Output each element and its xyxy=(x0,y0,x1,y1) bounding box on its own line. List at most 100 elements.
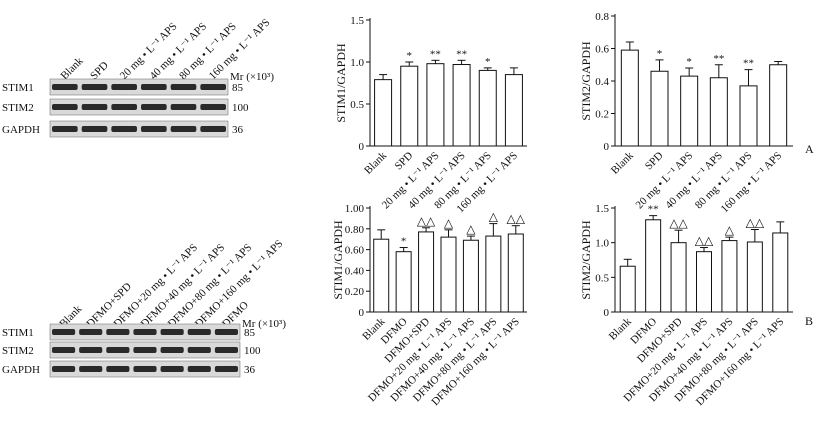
significance-mark: ** xyxy=(456,48,467,60)
y-tick-label: 1.00 xyxy=(345,203,365,215)
protein-band xyxy=(160,329,184,335)
protein-band xyxy=(160,366,184,372)
x-tick-label: SPD xyxy=(643,150,666,173)
bar xyxy=(478,69,497,147)
protein-band xyxy=(141,104,167,110)
x-tick-label: SPD xyxy=(393,150,416,173)
y-tick-label: 0 xyxy=(359,307,365,319)
molecular-weight: 36 xyxy=(232,124,244,136)
protein-band xyxy=(141,84,167,90)
protein-label: STIM2 xyxy=(2,345,34,357)
significance-mark: ** xyxy=(648,204,659,216)
bar xyxy=(374,79,393,147)
mr-label: Mr (×10³) xyxy=(242,318,286,330)
protein-band xyxy=(160,347,184,353)
y-tick-label: 0.5 xyxy=(350,99,364,111)
y-tick-label: 0.4 xyxy=(595,76,609,88)
protein-band xyxy=(133,329,157,335)
blot-strip xyxy=(49,98,229,116)
significance-mark: * xyxy=(407,50,413,62)
bar xyxy=(619,265,636,313)
molecular-weight: 100 xyxy=(244,345,261,357)
significance-mark: ** xyxy=(743,58,754,70)
bar xyxy=(680,75,699,147)
significance-mark: △ xyxy=(489,210,499,224)
significance-mark: △△ xyxy=(669,216,688,230)
protein-band xyxy=(111,104,137,110)
molecular-weight: 85 xyxy=(232,82,244,94)
protein-band xyxy=(81,104,108,110)
protein-band xyxy=(187,329,211,335)
y-tick-label: 1.0 xyxy=(595,238,609,250)
significance-mark: △ xyxy=(444,216,454,230)
significance-mark: * xyxy=(485,56,491,68)
protein-band xyxy=(106,329,130,335)
protein-band xyxy=(200,104,226,110)
bar xyxy=(462,239,479,313)
blot-strip xyxy=(49,78,229,96)
y-tick-label: 1.0 xyxy=(350,57,364,69)
blot-strip xyxy=(49,120,229,138)
protein-band xyxy=(106,347,130,353)
protein-label: STIM1 xyxy=(2,82,34,94)
bar xyxy=(721,240,738,313)
protein-band xyxy=(52,84,78,90)
protein-label: GAPDH xyxy=(2,124,40,136)
bar xyxy=(418,231,435,313)
bar xyxy=(769,64,788,147)
protein-band xyxy=(52,329,76,335)
y-tick-label: 0 xyxy=(604,141,610,153)
y-tick-label: 0.40 xyxy=(345,265,365,277)
molecular-weight: 85 xyxy=(244,327,256,339)
y-tick-label: 0.2 xyxy=(595,109,609,121)
protein-band xyxy=(187,347,211,353)
y-tick-label: 0.60 xyxy=(345,245,365,257)
protein-band xyxy=(79,329,103,335)
protein-band xyxy=(81,126,108,132)
bar xyxy=(620,49,639,147)
significance-mark: △ xyxy=(725,223,735,237)
bar xyxy=(709,77,728,147)
significance-mark: △△ xyxy=(695,234,714,248)
y-axis-label: STIM2/GAPDH xyxy=(579,220,593,300)
x-tick-label: Blank xyxy=(609,149,636,176)
bar xyxy=(504,74,523,147)
protein-band xyxy=(170,104,197,110)
y-tick-label: 0.5 xyxy=(595,272,609,284)
protein-band xyxy=(111,84,137,90)
significance-mark: △△ xyxy=(417,214,436,228)
molecular-weight: 36 xyxy=(244,364,256,376)
protein-band xyxy=(79,366,103,372)
bar xyxy=(507,233,524,313)
protein-band xyxy=(214,366,238,372)
y-tick-label: 0.80 xyxy=(345,224,365,236)
protein-label: GAPDH xyxy=(2,364,40,376)
protein-band xyxy=(200,84,226,90)
protein-band xyxy=(141,126,167,132)
lane-label: SPD xyxy=(88,59,111,82)
mr-label: Mr (×10³) xyxy=(230,71,274,83)
bar xyxy=(485,235,502,313)
bar xyxy=(670,242,687,313)
protein-label: STIM2 xyxy=(2,102,34,114)
bar xyxy=(739,85,758,147)
y-tick-label: 0 xyxy=(604,307,610,319)
bar xyxy=(645,219,662,313)
bar xyxy=(452,64,471,147)
significance-mark: * xyxy=(686,56,692,68)
bar xyxy=(395,251,412,313)
y-tick-label: 0.6 xyxy=(595,44,609,56)
protein-band xyxy=(52,126,78,132)
bar xyxy=(650,70,669,147)
significance-mark: * xyxy=(657,48,663,60)
protein-band xyxy=(52,347,76,353)
y-tick-label: 0.20 xyxy=(345,286,365,298)
significance-mark: △ xyxy=(466,222,476,236)
bar-chart-3: 00.200.400.600.801.00STIM1/GAPDHBlank*DF… xyxy=(331,203,527,408)
protein-band xyxy=(187,366,211,372)
protein-band xyxy=(170,126,197,132)
protein-band xyxy=(214,329,238,335)
